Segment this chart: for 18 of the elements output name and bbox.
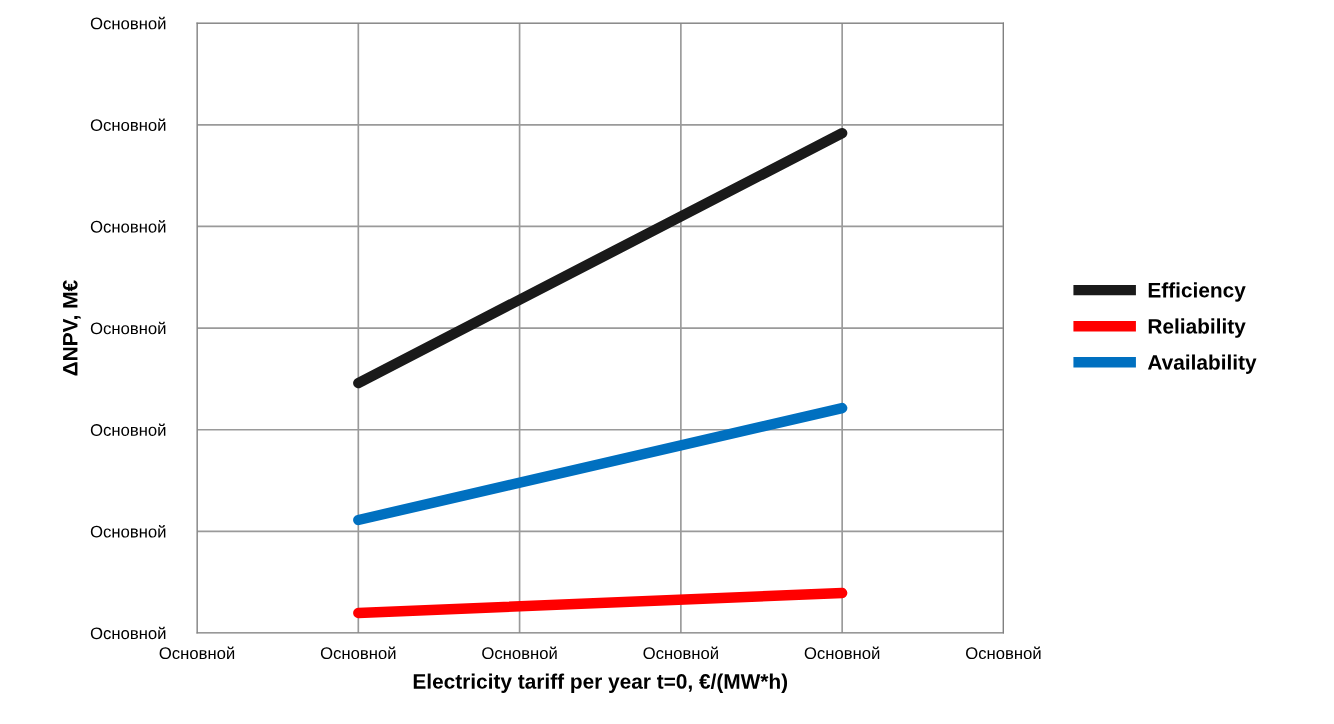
x-tick-label: Основной bbox=[966, 646, 1041, 660]
legend-label: Availability bbox=[1147, 354, 1257, 374]
text: Основной bbox=[90, 525, 166, 538]
legend-label: Efficiency bbox=[1148, 282, 1246, 302]
x-tick-label: Основной bbox=[482, 646, 557, 660]
text: Основной bbox=[90, 423, 166, 436]
y-axis-title: ΔNPV, M€ bbox=[62, 280, 81, 376]
legend-label: Reliability bbox=[1148, 318, 1246, 338]
x-tick-label: Основной bbox=[643, 646, 718, 660]
text: Основной bbox=[90, 321, 166, 335]
text: Основной bbox=[90, 16, 166, 30]
text: Основной bbox=[90, 626, 166, 640]
text: Основной bbox=[90, 220, 166, 233]
x-tick-label: Основной bbox=[320, 646, 396, 660]
x-tick-label: Основной bbox=[804, 646, 880, 660]
x-tick-label: Основной bbox=[159, 646, 235, 660]
x-axis-title: Electricity tariff per year t=0, €/(MW*h) bbox=[413, 673, 788, 693]
text: Основной bbox=[90, 118, 166, 132]
